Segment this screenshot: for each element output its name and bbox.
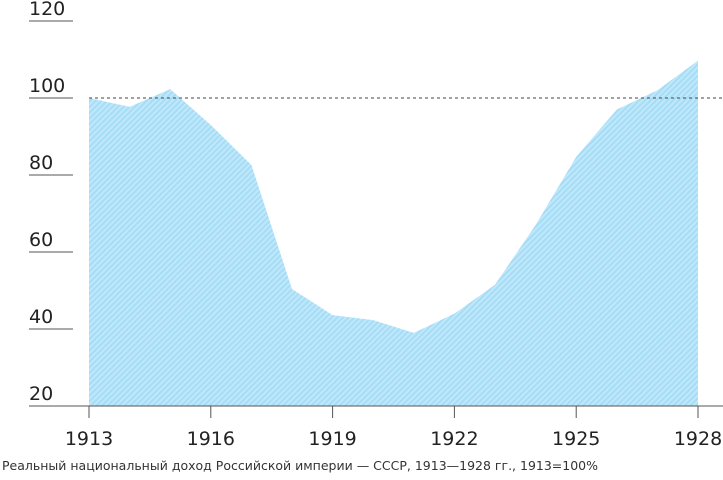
x-tick-label: 1919: [308, 428, 356, 450]
x-tick-label: 1925: [552, 428, 600, 450]
y-tick-label: 120: [29, 0, 65, 20]
chart-caption: Реальный национальный доход Российской и…: [2, 458, 599, 473]
x-tick-label: 1922: [430, 428, 478, 450]
y-tick-label: 80: [29, 152, 53, 174]
x-tick-label: 1928: [674, 428, 722, 450]
y-tick-label: 100: [29, 75, 65, 97]
y-tick-label: 40: [29, 306, 53, 328]
x-tick-label: 1913: [65, 428, 113, 450]
data-area: [89, 60, 698, 406]
y-tick-label: 60: [29, 229, 53, 251]
x-tick-label: 1916: [187, 428, 235, 450]
y-tick-label: 20: [29, 383, 53, 405]
